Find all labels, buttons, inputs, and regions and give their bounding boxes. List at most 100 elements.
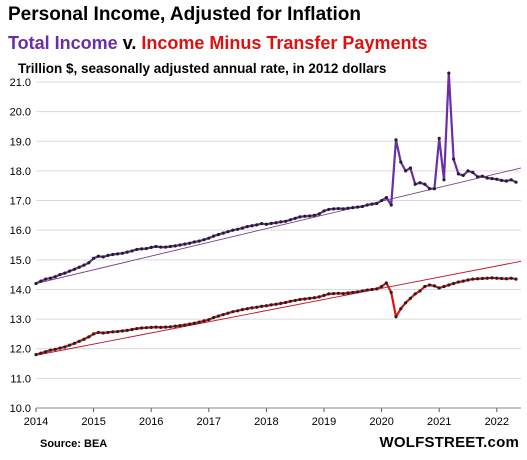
data-point — [361, 289, 364, 292]
data-point — [380, 285, 383, 288]
data-point — [82, 338, 85, 341]
y-tick-label: 15.0 — [10, 255, 31, 267]
data-point — [342, 207, 345, 210]
data-point — [356, 290, 359, 293]
data-point — [174, 244, 177, 247]
data-point — [481, 277, 484, 280]
data-point — [121, 252, 124, 255]
data-point — [212, 316, 215, 319]
data-point — [39, 352, 42, 355]
data-point — [73, 268, 76, 271]
data-point — [236, 309, 239, 312]
data-point — [58, 273, 61, 276]
data-point — [92, 332, 95, 335]
y-tick-label: 10.0 — [10, 403, 31, 415]
data-point — [303, 215, 306, 218]
data-point — [289, 300, 292, 303]
data-point — [183, 323, 186, 326]
data-point — [418, 289, 421, 292]
data-point — [102, 331, 105, 334]
data-point — [265, 304, 268, 307]
data-point — [140, 326, 143, 329]
y-tick-label: 16.0 — [10, 225, 31, 237]
data-point — [308, 297, 311, 300]
data-point — [294, 217, 297, 220]
data-point — [236, 228, 239, 231]
data-point — [207, 237, 210, 240]
data-point — [222, 313, 225, 316]
data-point — [102, 255, 105, 258]
data-point — [126, 329, 129, 332]
data-point — [318, 212, 321, 215]
x-tick-label: 2020 — [369, 416, 393, 428]
data-point — [375, 202, 378, 205]
data-point — [327, 208, 330, 211]
data-point — [193, 240, 196, 243]
data-point — [154, 245, 157, 248]
x-tick-label: 2016 — [139, 416, 163, 428]
data-point — [140, 247, 143, 250]
data-point — [486, 277, 489, 280]
data-point — [471, 171, 474, 174]
y-tick-label: 20.0 — [10, 107, 31, 119]
data-point — [490, 276, 493, 279]
brand-logo: WOLFSTREET.com — [380, 434, 519, 451]
data-point — [442, 178, 445, 181]
data-point — [63, 272, 66, 275]
data-point — [246, 225, 249, 228]
data-point — [284, 220, 287, 223]
data-point — [198, 320, 201, 323]
x-axis: 2014 2015 2016 2017 2018 2019 2020 2021 2022 — [24, 408, 521, 428]
data-point — [332, 207, 335, 210]
data-point — [390, 203, 393, 206]
data-point — [433, 187, 436, 190]
data-point — [404, 301, 407, 304]
data-point — [174, 325, 177, 328]
data-point — [260, 305, 263, 308]
data-point — [54, 348, 57, 351]
data-point — [418, 181, 421, 184]
data-point — [130, 249, 133, 252]
data-point — [486, 176, 489, 179]
data-point — [462, 280, 465, 283]
data-point — [346, 291, 349, 294]
data-point — [495, 277, 498, 280]
y-tick-label: 12.0 — [10, 344, 31, 356]
data-point — [289, 218, 292, 221]
data-point — [313, 214, 316, 217]
data-point — [116, 252, 119, 255]
data-point — [159, 326, 162, 329]
y-tick-label: 17.0 — [10, 196, 31, 208]
data-point — [447, 72, 450, 75]
data-point — [49, 349, 52, 352]
data-point — [135, 248, 138, 251]
data-point — [433, 284, 436, 287]
data-point — [423, 285, 426, 288]
data-point — [490, 177, 493, 180]
data-point — [308, 214, 311, 217]
data-point — [193, 322, 196, 325]
data-series — [34, 72, 517, 357]
data-point — [241, 308, 244, 311]
y-tick-label: 13.0 — [10, 314, 31, 326]
data-point — [279, 220, 282, 223]
data-point — [111, 330, 114, 333]
data-point — [111, 253, 114, 256]
data-point — [270, 222, 273, 225]
data-point — [207, 318, 210, 321]
data-point — [370, 288, 373, 291]
data-point — [298, 215, 301, 218]
data-point — [322, 209, 325, 212]
data-point — [495, 178, 498, 181]
data-point — [457, 172, 460, 175]
data-point — [250, 306, 253, 309]
data-point — [82, 264, 85, 267]
data-point — [346, 207, 349, 210]
x-tick-label: 2015 — [81, 416, 105, 428]
data-point — [409, 166, 412, 169]
data-point — [260, 222, 263, 225]
data-point — [183, 243, 186, 246]
data-point — [68, 269, 71, 272]
data-point — [78, 266, 81, 269]
data-point — [510, 178, 513, 181]
